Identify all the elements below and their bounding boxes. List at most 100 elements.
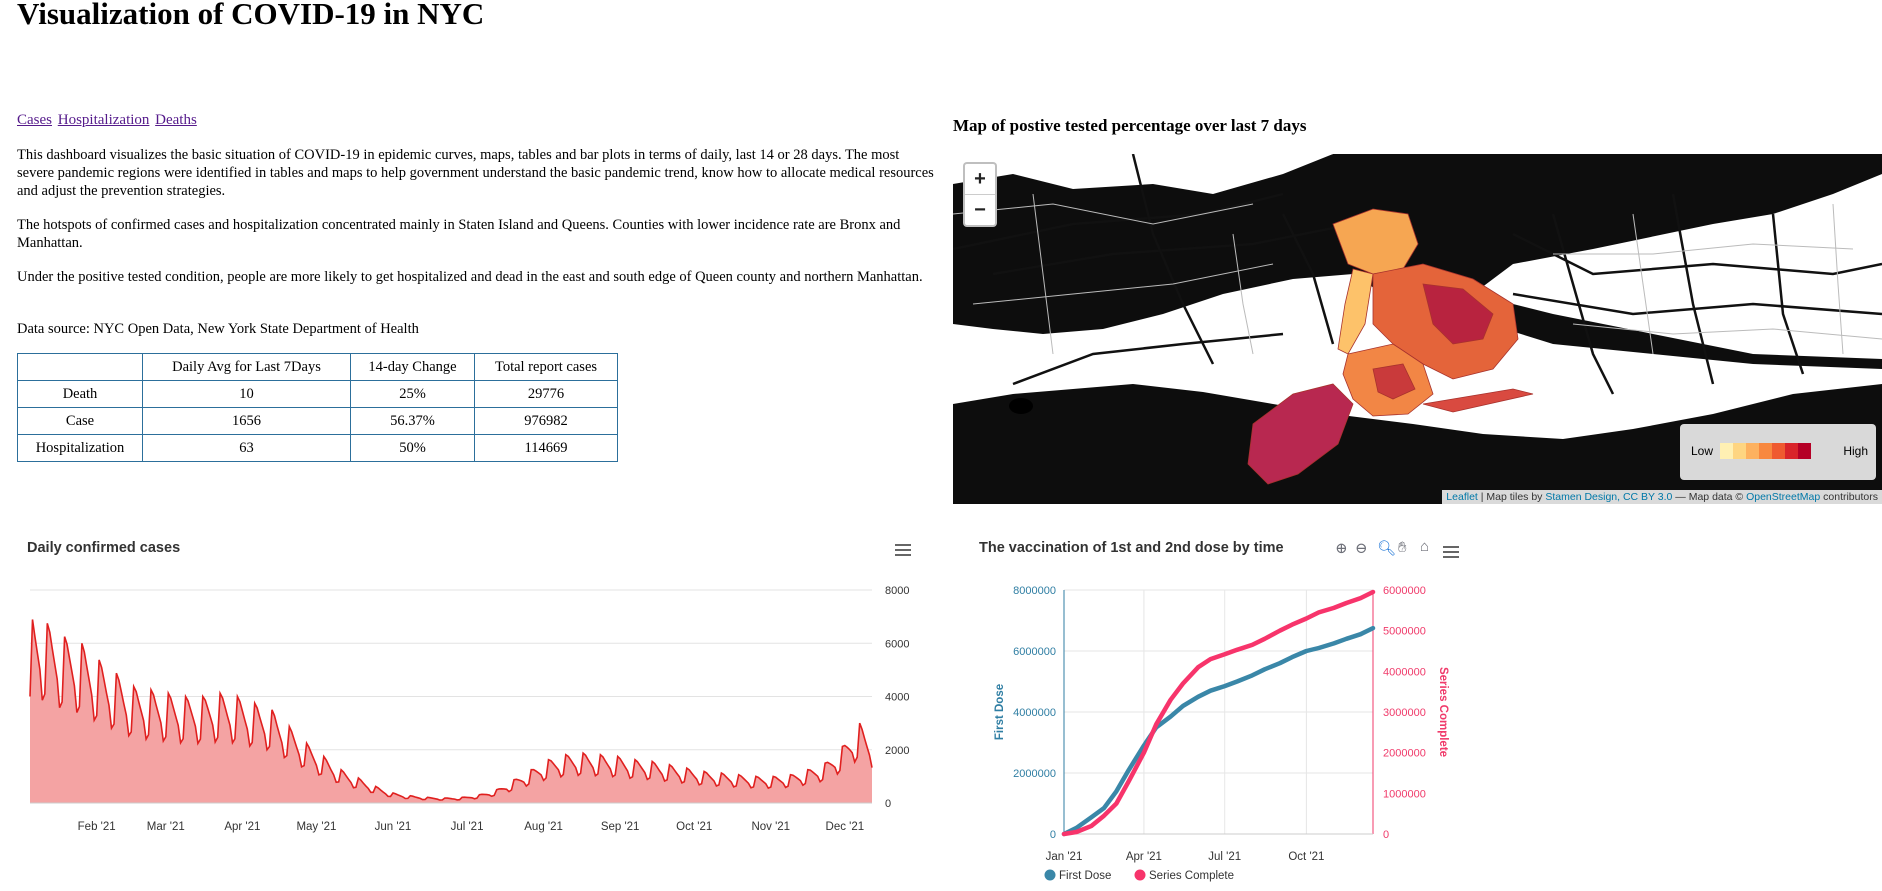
y-right-tick-label: 3000000 [1383,707,1426,719]
road-network [953,154,1882,395]
page-title: Visualization of COVID-19 in NYC [17,0,485,31]
leaflet-link[interactable]: Leaflet [1446,491,1478,503]
table-cell: Case [17,407,143,435]
map-legend: Low High [1680,424,1876,480]
zoom-out-button[interactable]: − [965,194,995,225]
y-tick-label: 0 [885,798,891,810]
x-tick-label: Sep '21 [601,821,640,833]
x-tick-label: Jul '21 [1208,851,1241,863]
legend-swatch [1785,443,1798,459]
y-right-axis-label: Series Complete [1437,667,1449,757]
table-row: Death 10 25% 29776 [17,380,618,408]
map-attribution: Leaflet | Map tiles by Stamen Design, CC… [1442,490,1882,504]
table-row: Hospitalization 63 50% 114669 [17,434,618,462]
water-body [953,154,1882,504]
x-tick-label: Oct '21 [1288,851,1324,863]
table-cell: 10 [142,380,351,408]
road [1632,213,1654,355]
stamen-link[interactable]: Stamen Design, CC BY 3.0 [1545,491,1673,503]
table-row: Case 1656 56.37% 976982 [17,407,618,435]
table-header-row: Daily Avg for Last 7Days 14-day Change T… [17,353,618,381]
y-tick-label: 4000 [885,692,909,704]
region-bronx[interactable] [1332,208,1419,275]
road [972,263,1274,305]
cases-chart-menu-icon[interactable] [895,541,911,559]
x-tick-label: Oct '21 [676,821,712,833]
y-tick-label: 2000 [885,745,909,757]
legend-swatch [1759,443,1772,459]
y-left-tick-label: 4000000 [1013,707,1056,719]
pan-hand-icon[interactable]: ✋︎ [1398,540,1407,556]
x-tick-label: Jun '21 [375,821,412,833]
region-staten-island[interactable] [1247,383,1354,485]
x-tick-label: Jul '21 [451,821,484,833]
vaccine-chart: 0 2000000 4000000 6000000 8000000 0 1000000 200… [994,585,1449,882]
road [1832,203,1844,355]
road [1032,193,1054,355]
attribution-text: — Map data © [1672,491,1747,503]
y-left-tick-label: 8000000 [1013,585,1056,597]
table-header-cell: Total report cases [474,353,618,381]
choropleth-map[interactable]: + − Low High Leaflet | Map tiles by Stam… [953,154,1882,504]
road [1671,193,1715,385]
legend-high-label: High [1843,444,1868,458]
y-left-tick-label: 2000000 [1013,768,1056,780]
y-right-tick-label: 0 [1383,829,1389,841]
legend-marker [1134,869,1146,881]
nav-link-cases[interactable]: Cases [17,112,52,128]
legend-swatch [1798,443,1811,459]
table-header-cell [17,353,143,381]
y-tick-label: 6000 [885,638,909,650]
road [1012,332,1284,386]
hotspot-paragraph: The hotspots of confirmed cases and hosp… [17,217,901,251]
osm-link[interactable]: OpenStreetMap [1746,491,1821,503]
y-right-tick-label: 1000000 [1383,788,1426,800]
y-tick-label: 8000 [885,585,909,597]
x-tick-label: Aug '21 [524,821,563,833]
table-cell: 50% [350,434,475,462]
region-rockaway[interactable] [1422,388,1534,413]
lake [1009,398,1033,414]
nav-link-deaths[interactable]: Deaths [155,112,197,128]
road [1551,213,1615,395]
x-tick-label: May '21 [296,821,336,833]
road [953,203,1254,225]
road [1512,292,1882,316]
region-queens-east[interactable] [1422,283,1494,345]
legend-low-label: Low [1691,444,1714,458]
data-source-paragraph: Data source: NYC Open Data, New York Sta… [17,321,419,337]
table-cell: 1656 [142,407,351,435]
reset-home-icon[interactable]: ⌂ [1420,539,1430,555]
table-cell: Death [17,380,143,408]
legend-swatch [1772,443,1785,459]
zoom-out-icon[interactable]: ⊖ [1355,541,1368,557]
table-cell: 63 [142,434,351,462]
series-line-series-complete [1061,589,1376,837]
x-tick-label: Mar '21 [147,821,185,833]
y-right-tick-label: 5000000 [1383,626,1426,638]
y-left-axis-label: First Dose [994,684,1006,740]
table-header-cell: Daily Avg for Last 7Days [142,353,351,381]
y-right-tick-label: 2000000 [1383,748,1426,760]
legend-label: First Dose [1059,870,1111,882]
y-left-tick-label: 0 [1050,829,1056,841]
legend-marker [1044,869,1056,881]
zoom-in-icon[interactable]: ⊕ [1335,541,1348,557]
zoom-in-button[interactable]: + [974,168,986,190]
vaccine-chart-title: The vaccination of 1st and 2nd dose by t… [979,540,1284,556]
land-area [953,154,1333,184]
map-canvas[interactable] [953,154,1882,504]
vaccine-chart-menu-icon[interactable] [1443,543,1459,561]
selection-zoom-icon[interactable]: 🔍︎ [1377,541,1397,557]
cases-area [30,619,872,803]
nav-link-hospitalization[interactable]: Hospitalization [57,112,150,128]
road [1572,323,1882,340]
legend-color-bar [1720,443,1811,459]
cases-chart: 0 2000 4000 6000 8000 Feb '21 Mar '21 Apr '21 Ma… [29,585,909,833]
choropleth-regions[interactable] [1247,208,1534,485]
table-cell: 25% [350,380,475,408]
x-tick-label: Jan '21 [1046,851,1083,863]
table-cell: 29776 [474,380,618,408]
minor-roads [953,193,1882,355]
region-brooklyn-core[interactable] [1372,363,1416,400]
